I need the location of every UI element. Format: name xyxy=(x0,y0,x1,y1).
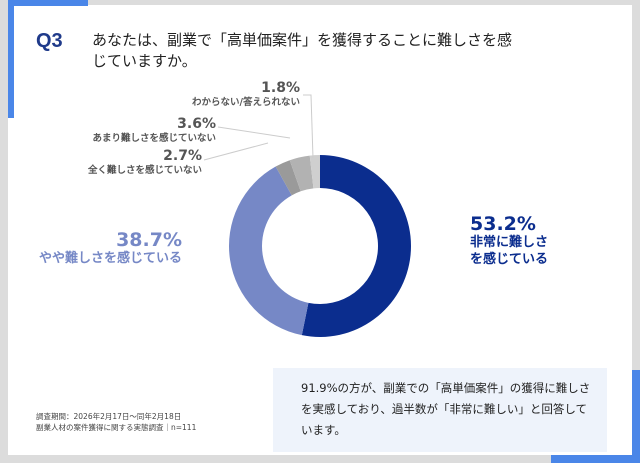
label-not-much: 3.6% あまり難しさを感じていない xyxy=(92,116,216,144)
accent-bar-bottom xyxy=(551,455,640,463)
accent-bar-right xyxy=(632,370,640,463)
summary-note: 91.9%の方が、副業での「高単価案件」の獲得に難しさを実感しており、過半数が「… xyxy=(273,368,607,452)
accent-bar-left xyxy=(8,0,14,118)
source-info: 調査期間：2026年2月17日～同年2月18日 副業人材の案件獲得に関する実態調査… xyxy=(36,412,197,432)
label-dontknow: 1.8% わからない/答えられない xyxy=(192,80,300,108)
leader-line xyxy=(217,126,291,139)
slice-not-much xyxy=(289,155,314,192)
leader-line xyxy=(303,94,314,159)
label-very: 53.2% 非常に難しさを感じている xyxy=(470,213,549,267)
slice-not-at-all xyxy=(275,160,301,196)
slice-dontknow xyxy=(309,155,320,189)
slice-very xyxy=(301,155,412,337)
accent-bar-top xyxy=(8,0,88,6)
label-not-at-all: 2.7% 全く難しさを感じていない xyxy=(87,148,202,176)
leader-line xyxy=(203,142,269,161)
slice-somewhat xyxy=(229,166,309,336)
label-somewhat: 38.7% やや難しさを感じている xyxy=(38,229,182,266)
question-number: Q3 xyxy=(36,30,63,52)
question-text: あなたは、副業で「高単価案件」を獲得することに難しさを感じていますか。 xyxy=(92,31,513,70)
